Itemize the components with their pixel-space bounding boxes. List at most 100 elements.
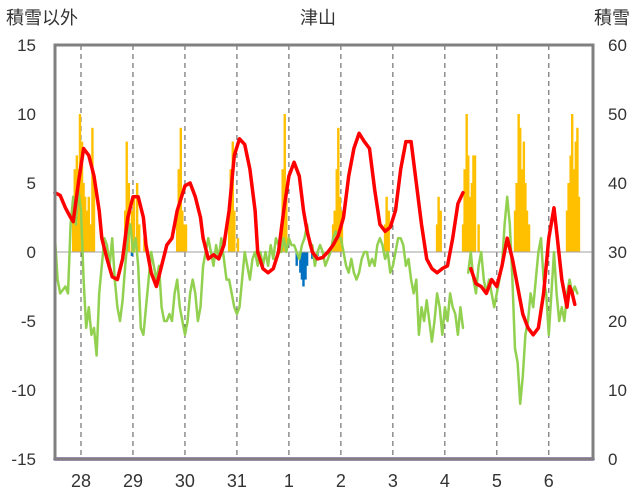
right-axis-label: 積雪 [594, 8, 630, 28]
series-lines [53, 131, 595, 461]
x-tick-label-7: 4 [440, 471, 450, 491]
precip-bar-54 [470, 183, 474, 252]
precip-neg-bar-3 [300, 252, 304, 280]
precip-bar-6 [82, 183, 85, 252]
precip-bar-28 [227, 210, 231, 252]
precip-neg-bar-0 [130, 252, 134, 257]
precip-neg-bar-7 [311, 252, 314, 259]
precip-bar-55 [472, 155, 475, 252]
precip-bar-7 [83, 196, 87, 252]
precip-bar-10 [89, 224, 92, 252]
series-temperature-line [53, 131, 577, 337]
precip-bar-59 [515, 183, 518, 252]
left-y-tick-label-3: 0 [27, 243, 36, 262]
chart-title: 津山 [300, 8, 336, 28]
precip-bar-57 [477, 224, 480, 252]
precip-bar-5 [80, 141, 84, 252]
precip-bar-48 [439, 210, 442, 252]
precip-bar-39 [335, 169, 338, 252]
precip-bar-66 [527, 224, 531, 252]
precip-bar-74 [577, 196, 581, 252]
precip-bar-36 [285, 196, 288, 252]
precip-bar-44 [385, 196, 388, 252]
precip-bar-58 [513, 210, 517, 252]
right-y-tick-label-1: 50 [608, 105, 627, 124]
precip-bar-17 [132, 196, 136, 252]
left-y-tick-label-0: 15 [17, 36, 36, 55]
left-y-ticks: 15 10 5 0 -5 -10 -15 [11, 36, 36, 469]
precip-bar-46 [435, 224, 439, 252]
precip-bar-51 [465, 114, 468, 252]
x-tick-label-9: 6 [544, 471, 554, 491]
precip-bar-11 [91, 127, 94, 252]
precip-bar-73 [576, 127, 579, 252]
x-tick-label-6: 3 [388, 471, 398, 491]
frame-rect [53, 43, 595, 461]
precip-bar-56 [473, 155, 477, 252]
precip-neg-bar-5 [304, 252, 307, 280]
precip-bar-45 [387, 210, 390, 252]
precip-bar-25 [181, 210, 184, 252]
precip-bar-47 [437, 196, 440, 252]
precip-neg-bar-2 [299, 252, 302, 273]
left-y-tick-label-6: -15 [11, 450, 36, 469]
precip-bar-65 [525, 210, 529, 252]
precip-bar-61 [519, 127, 522, 252]
right-y-tick-label-0: 60 [608, 36, 627, 55]
x-tick-label-3: 31 [227, 471, 247, 491]
precip-bar-0 [71, 196, 75, 252]
x-tick-label-1: 29 [123, 471, 143, 491]
precip-bar-50 [463, 169, 466, 252]
precip-bar-71 [572, 169, 575, 252]
x-tick-label-5: 2 [336, 471, 346, 491]
right-y-tick-label-6: 0 [608, 450, 617, 469]
precip-bar-64 [524, 183, 527, 252]
right-y-tick-label-5: 10 [608, 381, 627, 400]
precip-bar-68 [567, 183, 570, 252]
precip-bar-32 [236, 238, 240, 252]
precip-bar-3 [77, 169, 80, 252]
precip-neg-bar-4 [302, 252, 305, 287]
plot-frame [53, 43, 595, 461]
precip-bar-52 [467, 155, 470, 252]
precip-bar-22 [175, 210, 179, 252]
precip-bar-19 [138, 224, 141, 252]
left-axis-label: 積雪以外 [6, 8, 78, 28]
x-tick-label-4: 1 [284, 471, 294, 491]
right-y-tick-label-2: 40 [608, 174, 627, 193]
precip-bar-31 [233, 210, 236, 252]
left-y-tick-label-2: 5 [27, 174, 36, 193]
precip-bar-24 [179, 127, 182, 252]
x-ticks: 28 29 30 31 1 2 3 4 5 6 [71, 471, 554, 491]
precip-bar-8 [86, 210, 89, 252]
x-tick-label-0: 28 [71, 471, 91, 491]
precip-bar-60 [517, 114, 520, 252]
precip-bar-9 [87, 196, 90, 252]
left-y-tick-label-4: -5 [21, 312, 36, 331]
precip-bar-18 [135, 183, 139, 252]
precip-bar-26 [182, 224, 186, 252]
precip-bar-14 [125, 141, 128, 252]
precip-bar-70 [571, 114, 574, 252]
precip-bar-53 [468, 196, 472, 252]
precip-bar-40 [337, 127, 340, 252]
precip-bar-35 [283, 114, 286, 252]
precip-bar-62 [520, 169, 523, 252]
precip-bar-72 [574, 141, 578, 252]
precip-bar-42 [340, 210, 344, 252]
precip-bar-67 [565, 210, 569, 252]
x-tick-label-2: 30 [175, 471, 195, 491]
precip-bar-69 [569, 155, 572, 252]
precip-bar-43 [383, 224, 387, 252]
precip-bar-12 [92, 183, 96, 252]
left-y-tick-label-1: 10 [17, 105, 36, 124]
precip-bar-63 [522, 141, 526, 252]
precip-neg-bar-1 [295, 252, 298, 266]
precip-bar-27 [184, 224, 188, 252]
x-tick-label-8: 5 [492, 471, 502, 491]
right-y-tick-label-4: 20 [608, 312, 627, 331]
precip-neg-bar-6 [305, 252, 309, 266]
precip-bar-30 [231, 141, 234, 252]
right-y-ticks: 60 50 40 30 20 10 0 [608, 36, 627, 469]
